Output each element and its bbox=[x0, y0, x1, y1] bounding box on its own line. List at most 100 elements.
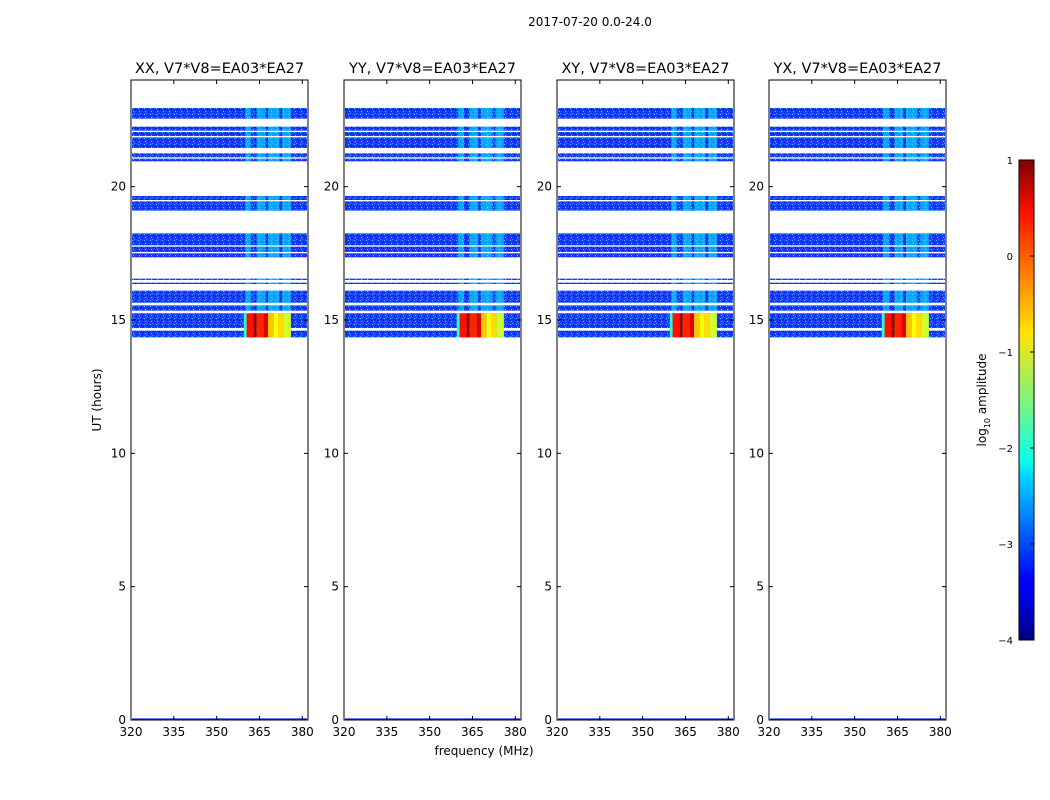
rfi-band bbox=[495, 137, 504, 148]
panel-frame bbox=[556, 79, 735, 721]
rfi-band bbox=[694, 246, 706, 252]
data-row bbox=[132, 330, 307, 338]
data-row bbox=[345, 278, 520, 280]
rfi-band bbox=[671, 132, 677, 136]
colorbar-tick-label: 1 bbox=[1007, 156, 1013, 167]
rfi-band bbox=[268, 282, 280, 284]
bottom-data-row bbox=[132, 718, 307, 720]
rfi-band bbox=[708, 246, 717, 252]
rfi-band bbox=[682, 153, 692, 158]
rfi-band bbox=[481, 246, 493, 252]
x-tick-label: 335 bbox=[375, 725, 398, 739]
rfi-band bbox=[682, 253, 692, 258]
colorbar-label-main: log bbox=[975, 428, 989, 446]
x-tick-label: 365 bbox=[886, 725, 909, 739]
rfi-band bbox=[481, 108, 493, 119]
rfi-band bbox=[708, 278, 717, 280]
strong-signal-cell bbox=[481, 313, 487, 338]
rfi-band bbox=[708, 201, 717, 211]
rfi-band bbox=[694, 233, 706, 246]
rfi-band bbox=[469, 196, 479, 200]
strong-signal-cell bbox=[456, 313, 460, 338]
y-tick-label: 5 bbox=[118, 580, 126, 594]
rfi-band bbox=[268, 196, 280, 200]
rfi-band bbox=[268, 201, 280, 211]
rfi-band bbox=[883, 305, 889, 311]
y-tick-label: 15 bbox=[537, 313, 552, 327]
rfi-band bbox=[458, 153, 464, 158]
data-row bbox=[558, 330, 733, 338]
data-row bbox=[345, 196, 520, 200]
colorbar-gradient bbox=[1018, 159, 1035, 641]
rfi-band bbox=[920, 158, 929, 162]
rfi-band bbox=[495, 305, 504, 311]
x-tick-label: 350 bbox=[631, 725, 654, 739]
rfi-band bbox=[481, 253, 493, 258]
data-row bbox=[558, 196, 733, 200]
colorbar-tick-label: −3 bbox=[998, 540, 1013, 551]
strong-signal-cell bbox=[679, 313, 683, 338]
rfi-band bbox=[883, 201, 889, 211]
rfi-band bbox=[495, 253, 504, 258]
rfi-band bbox=[245, 132, 251, 136]
strong-signal-cell bbox=[253, 313, 257, 338]
rfi-band bbox=[682, 278, 692, 280]
rfi-band bbox=[469, 246, 479, 252]
strong-signal-cell bbox=[273, 313, 279, 338]
y-tick-label: 10 bbox=[324, 446, 339, 460]
rfi-band bbox=[708, 196, 717, 200]
rfi-band bbox=[906, 158, 918, 162]
rfi-band bbox=[256, 108, 266, 119]
data-row bbox=[770, 253, 945, 258]
strong-signal-cell bbox=[921, 313, 929, 338]
data-row bbox=[770, 196, 945, 200]
rfi-band bbox=[256, 278, 266, 280]
panel-background bbox=[131, 80, 308, 720]
panel-title: XX, V7*V8=EA03*EA27 bbox=[135, 61, 304, 77]
rfi-band bbox=[920, 108, 929, 119]
rfi-band bbox=[268, 137, 280, 148]
data-row bbox=[345, 153, 520, 158]
rfi-band bbox=[894, 278, 904, 280]
rfi-band bbox=[256, 126, 266, 131]
rfi-band bbox=[671, 290, 677, 303]
rfi-band bbox=[671, 233, 677, 246]
rfi-band bbox=[245, 158, 251, 162]
y-tick-label: 20 bbox=[111, 180, 126, 194]
strong-signal-cell bbox=[263, 313, 269, 338]
rfi-band bbox=[458, 137, 464, 148]
rfi-band bbox=[694, 290, 706, 303]
data-row bbox=[558, 137, 733, 148]
data-row bbox=[558, 305, 733, 311]
y-tick-label: 15 bbox=[749, 313, 764, 327]
strong-signal-cell bbox=[246, 313, 254, 338]
rfi-band bbox=[682, 196, 692, 200]
x-axis-label: frequency (MHz) bbox=[434, 744, 533, 758]
rfi-band bbox=[481, 196, 493, 200]
rfi-band bbox=[481, 233, 493, 246]
rfi-band bbox=[694, 132, 706, 136]
rfi-band bbox=[708, 108, 717, 119]
data-row bbox=[558, 278, 733, 280]
rfi-band bbox=[458, 132, 464, 136]
strong-signal-cell bbox=[689, 313, 695, 338]
figure-suptitle: 2017-07-20 0.0-24.0 bbox=[528, 15, 652, 29]
data-row bbox=[345, 282, 520, 284]
data-row bbox=[345, 233, 520, 246]
rfi-band bbox=[268, 153, 280, 158]
rfi-band bbox=[894, 158, 904, 162]
rfi-band bbox=[458, 282, 464, 284]
rfi-band bbox=[694, 278, 706, 280]
strong-signal-cell bbox=[243, 313, 247, 338]
panel-title: XY, V7*V8=EA03*EA27 bbox=[561, 61, 729, 77]
rfi-band bbox=[883, 278, 889, 280]
rfi-band bbox=[906, 253, 918, 258]
strong-signal-cell bbox=[283, 313, 291, 338]
data-row bbox=[558, 132, 733, 136]
y-tick-label: 15 bbox=[324, 313, 339, 327]
rfi-band bbox=[481, 290, 493, 303]
rfi-band bbox=[268, 158, 280, 162]
rfi-band bbox=[495, 158, 504, 162]
strong-signal-cell bbox=[469, 313, 477, 338]
rfi-band bbox=[469, 108, 479, 119]
